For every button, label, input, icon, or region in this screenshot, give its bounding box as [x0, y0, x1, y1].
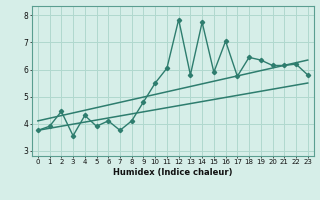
X-axis label: Humidex (Indice chaleur): Humidex (Indice chaleur) — [113, 168, 233, 177]
